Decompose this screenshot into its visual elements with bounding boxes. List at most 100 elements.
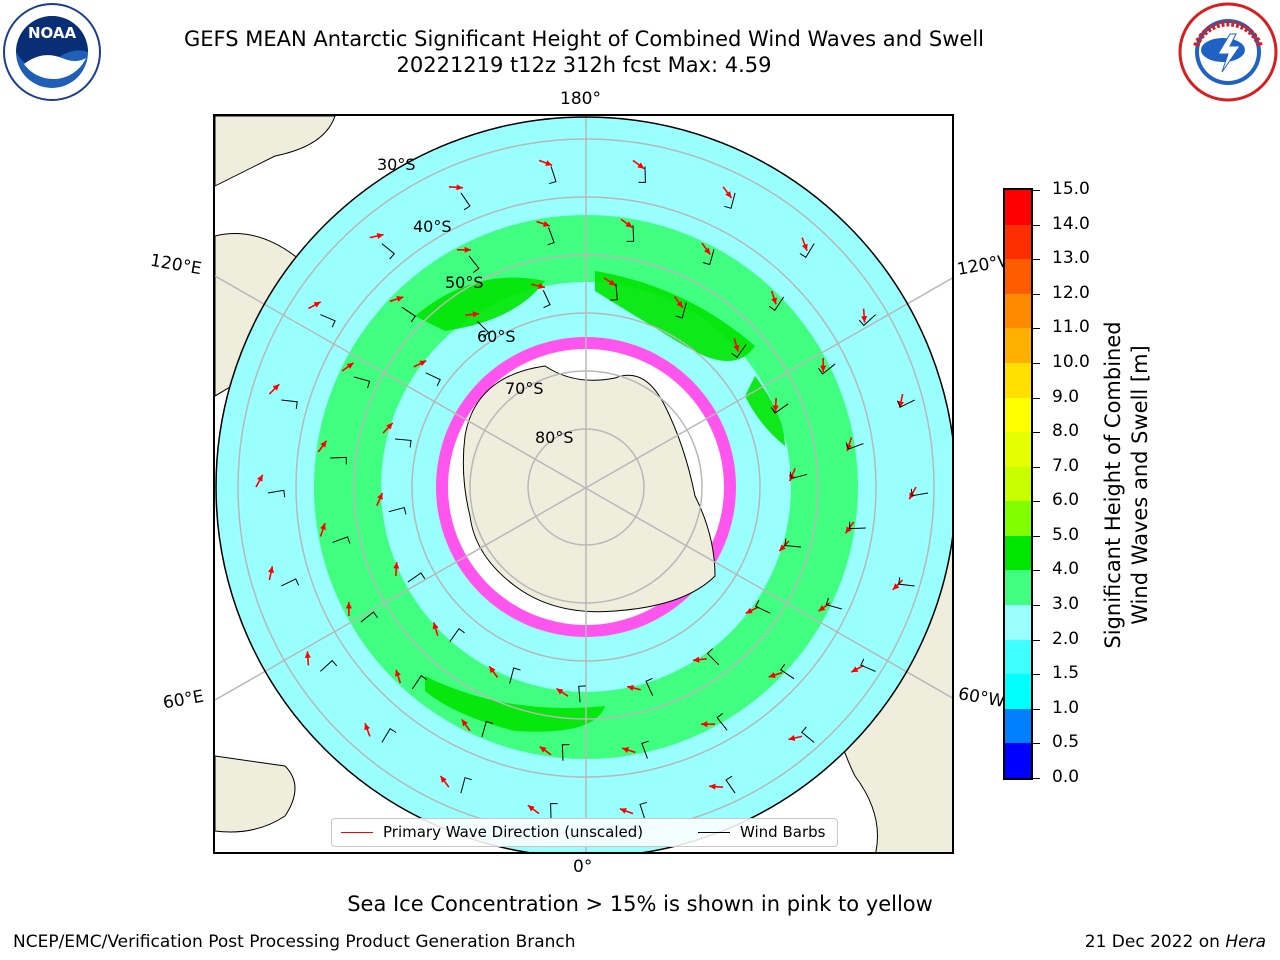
wave-arrow-head [419,360,427,367]
wind-barb [610,283,618,301]
wave-arrow-head [545,160,553,166]
colorbar-tick-mark [1033,259,1040,261]
wind-barb [481,720,494,737]
wave-arrow-head [376,232,384,239]
wind-barb [639,801,647,820]
wave-arrow-head [637,162,645,169]
wave-arrow-head [320,523,326,531]
colorbar-tick-label: 3.0 [1052,594,1080,615]
wave-arrow-head [539,746,547,753]
wave-arrow-head [725,191,732,199]
colorbar-tick-label: 9.0 [1052,386,1080,407]
lon-label-120e: 120°E [148,250,204,280]
lat-label-60s: 60°S [477,327,516,346]
wind-barb [549,166,557,185]
wave-arrow-head [771,297,777,305]
wave-direction-label: Primary Wave Direction (unscaled) [383,823,644,841]
nws-logo [1178,2,1278,102]
colorbar-segment [1005,466,1031,502]
colorbar-segment [1005,570,1031,606]
wind-barb [281,578,300,587]
colorbar-tick-label: 1.5 [1052,663,1080,684]
wind-barb [476,320,490,338]
wind-barb [801,726,815,743]
wind-barb [641,740,649,759]
wave-arrow-head [861,316,868,323]
colorbar-tick-label: 7.0 [1052,455,1080,476]
wave-arrow-head [395,669,401,677]
wave-arrow-head [542,221,550,227]
wave-arrow-head [818,605,826,612]
wave-arrow-head [345,602,352,609]
wind-barb [825,597,842,610]
colorbar-segment [1005,432,1031,468]
lon-label-60w: 60°W [956,684,1007,712]
wind-barb [320,659,338,672]
wind-barb [281,399,298,409]
wind-barb [716,713,728,731]
colorbar-tick-label: 14.0 [1052,213,1090,234]
wind-barb [896,399,915,408]
wind-barb [845,442,864,450]
colorbar-segment [1005,639,1031,675]
wave-arrow-head [892,583,900,590]
wave-arrow-head [801,243,808,251]
footer-host: Hera [1225,932,1266,952]
wind-barb [768,296,785,312]
wind-barb [706,648,720,666]
colorbar-tick-mark [1033,190,1040,191]
colorbar-tick-mark [1033,501,1040,503]
wind-barb [755,599,771,614]
wind-barb [818,363,836,375]
wave-arrow-head [377,492,383,500]
wind-barb [509,667,521,684]
colorbar-tick-mark [1033,778,1040,779]
wind-barb-label: Wind Barbs [740,823,826,841]
wind-barb [638,166,646,183]
colorbar-tick-label: 6.0 [1052,490,1080,511]
wind-barb [860,658,876,672]
wind-barb [910,488,929,497]
wind-barb [578,685,586,703]
wave-arrow-head [619,808,627,814]
colorbar-tick-mark [1033,328,1040,330]
colorbar-title: Significant Height of Combined Wind Wave… [1101,321,1152,648]
wave-arrow-head [676,300,683,308]
wave-arrow-head [768,672,776,678]
wave-arrow-head [788,735,796,742]
wind-barb [425,372,441,387]
colorbar-tick-label: 2.0 [1052,628,1080,649]
wind-barb [770,403,789,414]
colorbar-segment [1005,605,1031,641]
antarctica [462,365,716,613]
wind-barb [779,663,795,680]
wave-arrow-head [461,719,468,727]
wind-barb [460,192,471,211]
colorbar-tick-label: 8.0 [1052,421,1080,442]
noaa-logo: NOAA [3,3,101,101]
wave-arrow-head [257,474,263,482]
colorbar-segment [1005,708,1031,744]
wave-arrow-head [538,283,545,290]
colorbar-tick-mark [1033,674,1040,676]
lat-label-40s: 40°S [413,217,452,236]
colorbar-tick-mark [1033,570,1040,572]
wave-arrow-head [440,775,447,783]
wind-barb [542,290,551,308]
colorbar-tick-label: 5.0 [1052,524,1080,545]
wave-arrow-head [622,747,630,753]
colorbar-tick-mark [1033,535,1040,537]
colorbar-segment [1005,293,1031,329]
wind-barb-swatch [698,832,730,833]
wave-arrow-head [851,666,859,673]
wind-barb [411,674,428,690]
wave-arrow-head [733,344,740,352]
wind-barb [645,678,654,696]
lon-label-180: 180° [560,89,601,109]
wave-arrow-head [745,607,753,614]
wind-barb [388,506,407,515]
wave-arrow-head [845,526,852,534]
wave-direction-swatch [341,832,373,833]
wind-barb [360,611,378,623]
wind-barb [330,456,347,465]
